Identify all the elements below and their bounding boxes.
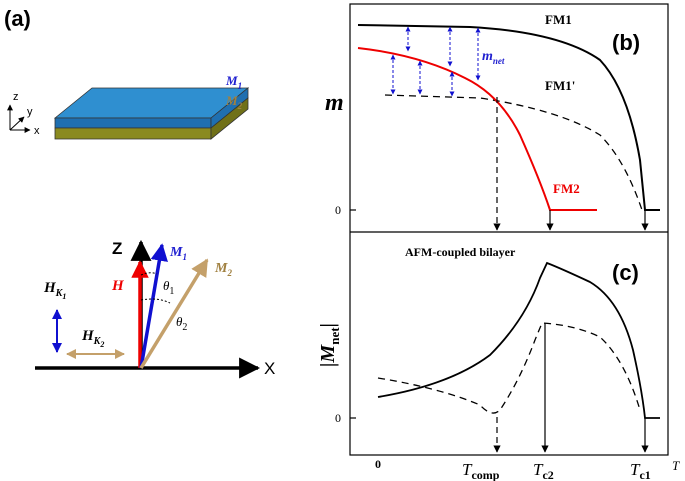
curves-c <box>377 261 660 453</box>
axis-label: x <box>34 125 40 137</box>
curve-label: FM1 <box>545 12 572 27</box>
x-axis-label: T <box>672 458 680 473</box>
y-axis-label: m <box>325 90 344 116</box>
curve-label: FM2 <box>553 181 580 196</box>
axis-label: X <box>264 359 275 378</box>
panel-label: (b) <box>612 30 640 55</box>
layer-label: M2 <box>225 93 243 111</box>
bilayer-slab <box>53 87 250 140</box>
x-tick-label: Tcomp <box>462 460 500 481</box>
x-tick-label: Tc1 <box>630 460 651 481</box>
vector-label: M1 <box>169 245 187 262</box>
vector-label: M2 <box>214 261 232 278</box>
panel-title: AFM-coupled bilayer <box>405 245 516 259</box>
zero-label: 0 <box>335 203 341 217</box>
field-label: HK2 <box>81 328 104 349</box>
axis-label: y <box>27 106 33 118</box>
axis-label: Z <box>112 239 122 258</box>
panel-label: (c) <box>612 260 639 285</box>
curves-b <box>357 24 660 231</box>
vector-label: H <box>111 278 125 294</box>
field-label: HK1 <box>43 280 66 301</box>
axis-label: z <box>13 91 19 103</box>
mnet-arrows <box>390 26 481 97</box>
layer-label: M1 <box>225 73 242 91</box>
x-tick-label: Tc2 <box>533 460 554 481</box>
y-axis-label: |Mnet| <box>317 323 342 367</box>
curve-label: FM1' <box>545 78 575 93</box>
x-tick-label: 0 <box>375 457 381 471</box>
zero-label: 0 <box>335 411 341 425</box>
plot-frame <box>349 3 669 456</box>
angle-label: θ2 <box>176 314 187 333</box>
angle-label: θ1 <box>163 278 174 297</box>
curve-label: mnet <box>482 49 505 66</box>
panel-label: (a) <box>4 6 31 31</box>
axis-icon <box>7 104 31 133</box>
vector-diagram <box>35 239 261 379</box>
